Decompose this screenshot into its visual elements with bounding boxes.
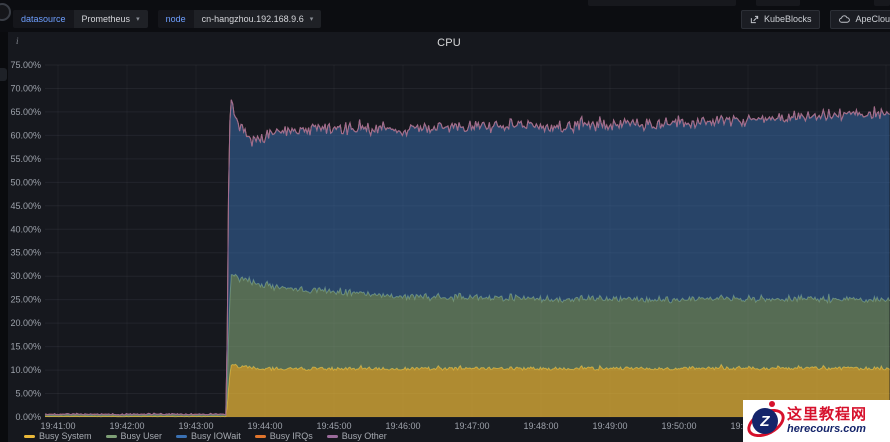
svg-text:19:47:00: 19:47:00: [454, 421, 489, 431]
svg-text:19:46:00: 19:46:00: [385, 421, 420, 431]
apecloud-button[interactable]: ApeCloud: [830, 9, 890, 29]
legend-label: Busy System: [39, 431, 92, 441]
node-label: node: [157, 10, 194, 28]
svg-text:50.00%: 50.00%: [10, 177, 41, 187]
svg-text:70.00%: 70.00%: [10, 83, 41, 93]
side-panel-handle[interactable]: [0, 68, 7, 81]
chevron-down-icon: ▾: [309, 16, 314, 23]
svg-text:10.00%: 10.00%: [10, 365, 41, 375]
svg-text:25.00%: 25.00%: [10, 295, 41, 305]
legend-swatch-icon: [24, 434, 35, 438]
cpu-chart-svg[interactable]: 0.00% 5.00% 10.00% 15.00% 20.00% 25.00% 30.00%…: [8, 32, 890, 442]
svg-text:15.00%: 15.00%: [10, 342, 41, 352]
svg-text:55.00%: 55.00%: [10, 154, 41, 164]
watermark-title: 这里教程网: [787, 405, 868, 423]
cloud-icon: [839, 14, 851, 24]
svg-text:19:50:00: 19:50:00: [661, 421, 696, 431]
svg-text:20.00%: 20.00%: [10, 318, 41, 328]
orbit-dot-icon: [769, 401, 775, 407]
svg-text:19:48:00: 19:48:00: [523, 421, 558, 431]
node-variable: node cn-hangzhou.192.168.9.6 ▾: [157, 10, 322, 28]
toolbar-links: KubeBlocks ApeCloud: [740, 9, 890, 29]
svg-text:19:45:00: 19:45:00: [316, 421, 351, 431]
top-strip-partial-chip: [756, 0, 800, 6]
watermark-subtitle: herecours.com: [787, 423, 866, 436]
legend-swatch-icon: [105, 434, 117, 438]
legend-item[interactable]: Busy IRQs: [254, 431, 313, 441]
legend-label: Busy IRQs: [269, 431, 313, 441]
watermark-logo: Z: [742, 401, 790, 442]
svg-text:40.00%: 40.00%: [10, 224, 41, 234]
node-dropdown[interactable]: cn-hangzhou.192.168.9.6 ▾: [193, 10, 322, 28]
svg-text:5.00%: 5.00%: [15, 389, 41, 399]
datasource-variable: datasource Prometheus ▾: [13, 10, 148, 28]
svg-text:0.00%: 0.00%: [15, 412, 41, 422]
legend-item[interactable]: Busy IOWait: [176, 431, 241, 441]
kubeblocks-button[interactable]: KubeBlocks: [740, 9, 821, 29]
panel-info-icon[interactable]: i: [16, 36, 19, 46]
legend-item[interactable]: Busy System: [24, 431, 92, 441]
svg-text:35.00%: 35.00%: [10, 248, 41, 258]
svg-text:30.00%: 30.00%: [10, 271, 41, 281]
legend-label: Busy User: [120, 431, 163, 441]
cpu-panel: i CPU 0.00% 5.00% 10.00% 15.00% 20.00% 25.00%…: [8, 32, 890, 442]
svg-text:75.00%: 75.00%: [10, 60, 41, 70]
legend-label: Busy Other: [341, 431, 387, 441]
dashboard-toolbar: datasource Prometheus ▾ node cn-hangzhou…: [0, 7, 890, 31]
svg-text:45.00%: 45.00%: [10, 201, 41, 211]
chart-legend: Busy System Busy User Busy IOWait Busy IRQs…: [24, 431, 387, 441]
datasource-dropdown[interactable]: Prometheus ▾: [73, 10, 148, 28]
datasource-label: datasource: [13, 10, 74, 28]
legend-item[interactable]: Busy User: [105, 431, 163, 441]
chevron-down-icon: ▾: [136, 16, 140, 23]
logo-letter: Z: [752, 408, 778, 434]
legend-swatch-icon: [326, 434, 338, 438]
left-gutter: [0, 32, 8, 442]
svg-text:65.00%: 65.00%: [10, 107, 41, 117]
legend-swatch-icon: [254, 434, 266, 438]
watermark-text: 这里教程网 herecours.com: [787, 405, 868, 436]
external-link-icon: [750, 15, 759, 24]
panel-title[interactable]: CPU: [437, 37, 461, 49]
watermark: Z 这里教程网 herecours.com: [742, 400, 890, 442]
legend-label: Busy IOWait: [191, 431, 241, 441]
legend-item[interactable]: Busy Other: [326, 431, 387, 441]
svg-text:19:42:00: 19:42:00: [109, 421, 144, 431]
avatar[interactable]: [0, 3, 11, 21]
svg-text:19:43:00: 19:43:00: [178, 421, 213, 431]
svg-text:60.00%: 60.00%: [10, 130, 41, 140]
legend-swatch-icon: [176, 434, 188, 438]
top-strip-partial-chip: [874, 0, 890, 6]
svg-text:19:44:00: 19:44:00: [247, 421, 282, 431]
svg-text:19:41:00: 19:41:00: [40, 421, 75, 431]
top-strip-partial-chip: [588, 0, 736, 6]
svg-text:19:49:00: 19:49:00: [592, 421, 627, 431]
